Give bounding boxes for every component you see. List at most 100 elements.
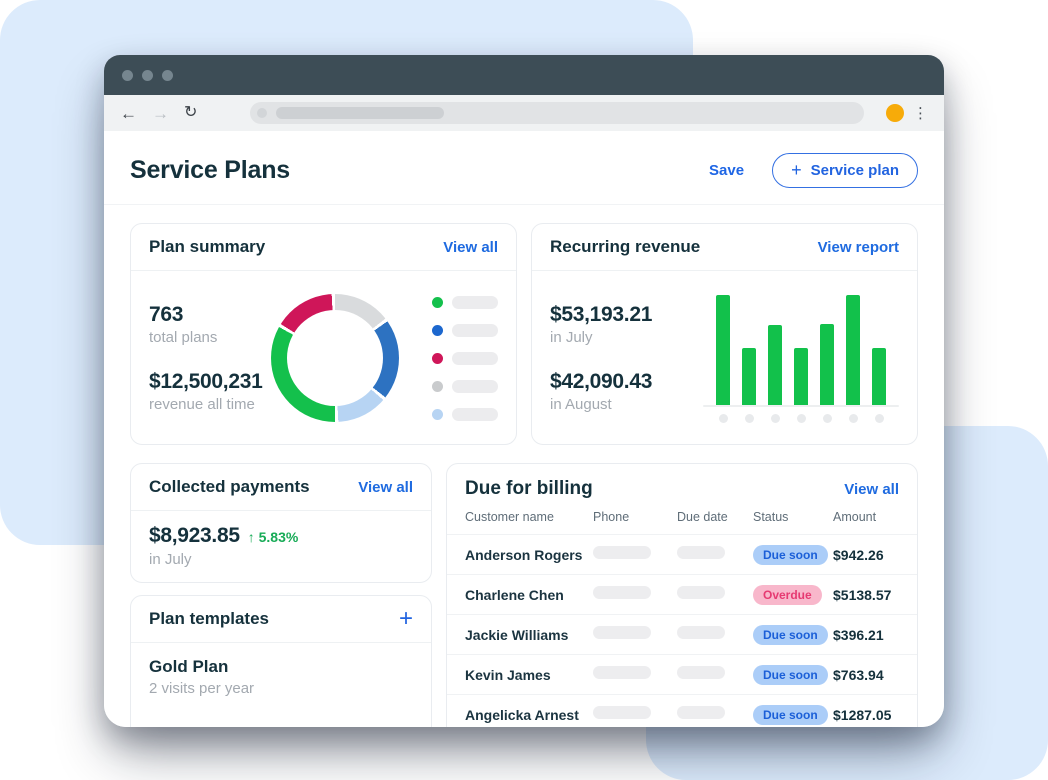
customer-name-cell: Jackie Williams <box>465 626 569 643</box>
x-label-placeholder-dot <box>848 414 858 423</box>
recurring-revenue-title: Recurring revenue <box>550 237 701 256</box>
table-row[interactable]: Angelicka Arnest Due soon $1287.05 <box>447 694 917 727</box>
due-for-billing-view-all-link[interactable]: View all <box>844 480 899 498</box>
column-status: Status <box>753 510 789 524</box>
phone-placeholder <box>593 545 651 559</box>
status-badge: Overdue <box>753 584 822 605</box>
revenue-bar-chart <box>703 293 899 423</box>
table-row[interactable]: Charlene Chen Overdue $5138.57 <box>447 574 917 614</box>
due-table-header: Customer name Phone Due date Status Amou… <box>447 502 917 534</box>
status-badge: Due soon <box>753 624 828 645</box>
back-icon[interactable]: ← <box>120 103 137 123</box>
window-control-dot[interactable] <box>162 69 173 81</box>
revenue-bar <box>794 347 808 405</box>
x-label-placeholder-dot <box>822 414 832 423</box>
legend-item <box>432 323 498 337</box>
add-template-icon[interactable]: + <box>398 605 413 632</box>
forward-icon[interactable]: → <box>152 103 169 123</box>
due-date-placeholder <box>677 545 725 559</box>
revenue-bar <box>716 295 730 405</box>
browser-toolbar: ← → ↻ ⋮ <box>104 95 944 131</box>
legend-dot <box>432 324 443 336</box>
revenue-all-time-value: $12,500,231 <box>149 370 263 393</box>
plan-template-item[interactable]: Gold Plan 2 visits per year <box>131 643 431 711</box>
chart-baseline <box>703 405 899 407</box>
x-label-placeholder-dot <box>874 414 884 423</box>
amount-cell: $5138.57 <box>833 586 892 603</box>
revenue-bar <box>846 295 860 405</box>
amount-cell: $763.94 <box>833 666 884 683</box>
legend-dot <box>432 296 443 308</box>
arrow-up-icon: ↑ <box>247 529 255 545</box>
phone-placeholder <box>593 705 651 719</box>
plan-templates-card: Plan templates + Gold Plan 2 visits per y… <box>130 595 432 727</box>
status-badge: Due soon <box>753 704 828 725</box>
legend-label-placeholder <box>452 379 498 393</box>
table-row[interactable]: Anderson Rogers Due soon $942.26 <box>447 534 917 574</box>
x-label-placeholder-dot <box>718 414 728 423</box>
page: Service Plans Save + Service plan Plan s… <box>104 131 944 727</box>
recurring-revenue-card: Recurring revenue View report $53,193.21… <box>531 223 918 445</box>
x-label-placeholder-dot <box>796 414 806 423</box>
legend-dot <box>432 352 443 364</box>
due-date-placeholder <box>677 625 725 639</box>
due-date-placeholder <box>677 705 725 719</box>
customer-name-cell: Kevin James <box>465 666 551 683</box>
legend-label-placeholder <box>452 295 498 309</box>
reload-icon[interactable]: ↻ <box>184 104 198 121</box>
window-control-dot[interactable] <box>142 69 153 81</box>
plan-summary-title: Plan summary <box>149 237 266 256</box>
plan-templates-list: Gold Plan 2 visits per year <box>131 643 431 711</box>
amount-cell: $1287.05 <box>833 706 892 723</box>
phone-placeholder <box>593 585 651 599</box>
due-for-billing-card: Due for billing View all Customer name P… <box>446 463 918 727</box>
legend-item <box>432 295 498 309</box>
plan-summary-view-all-link[interactable]: View all <box>443 238 498 256</box>
x-label-placeholder-dot <box>744 414 754 423</box>
column-phone: Phone <box>593 510 630 524</box>
collected-amount: $8,923.85 <box>149 524 240 547</box>
august-revenue-label: in August <box>550 396 612 413</box>
legend-label-placeholder <box>452 351 498 365</box>
address-bar[interactable] <box>250 102 864 124</box>
page-header: Service Plans Save + Service plan <box>104 131 944 205</box>
view-report-link[interactable]: View report <box>817 238 899 256</box>
save-button[interactable]: Save <box>709 162 745 179</box>
revenue-bar <box>872 347 886 405</box>
site-icon <box>257 108 268 118</box>
collected-delta: 5.83% <box>258 529 299 545</box>
collected-period: in July <box>149 551 192 568</box>
plus-icon: + <box>791 160 802 180</box>
plan-summary-legend <box>432 295 498 421</box>
column-customer-name: Customer name <box>465 510 554 524</box>
x-label-placeholder-dot <box>770 414 780 423</box>
due-date-placeholder <box>677 585 725 599</box>
legend-item <box>432 379 498 393</box>
browser-titlebar <box>104 55 944 95</box>
plan-template-name: Gold Plan <box>149 657 229 676</box>
due-for-billing-title: Due for billing <box>465 478 593 499</box>
customer-name-cell: Anderson Rogers <box>465 546 583 563</box>
plan-summary-donut-chart <box>271 294 399 422</box>
legend-label-placeholder <box>452 407 498 421</box>
add-service-plan-button[interactable]: + Service plan <box>772 153 918 188</box>
amount-cell: $942.26 <box>833 546 884 563</box>
browser-menu-icon[interactable]: ⋮ <box>913 104 928 122</box>
table-row[interactable]: Kevin James Due soon $763.94 <box>447 654 917 694</box>
window-control-dot[interactable] <box>122 69 133 81</box>
column-amount: Amount <box>833 510 877 524</box>
status-badge: Due soon <box>753 544 828 565</box>
avatar[interactable] <box>886 104 904 122</box>
total-plans-value: 763 <box>149 303 184 326</box>
header-actions: Save + Service plan <box>709 153 918 188</box>
collected-payments-view-all-link[interactable]: View all <box>358 478 413 496</box>
column-due-date: Due date <box>677 510 728 524</box>
dashboard-content: Plan summary View all 763 total plans $1 <box>104 205 944 727</box>
add-service-plan-label: Service plan <box>810 162 899 179</box>
plan-summary-card: Plan summary View all 763 total plans $1 <box>130 223 517 445</box>
table-row[interactable]: Jackie Williams Due soon $396.21 <box>447 614 917 654</box>
page-title: Service Plans <box>130 156 291 184</box>
collected-payments-title: Collected payments <box>149 477 310 496</box>
phone-placeholder <box>593 665 651 679</box>
